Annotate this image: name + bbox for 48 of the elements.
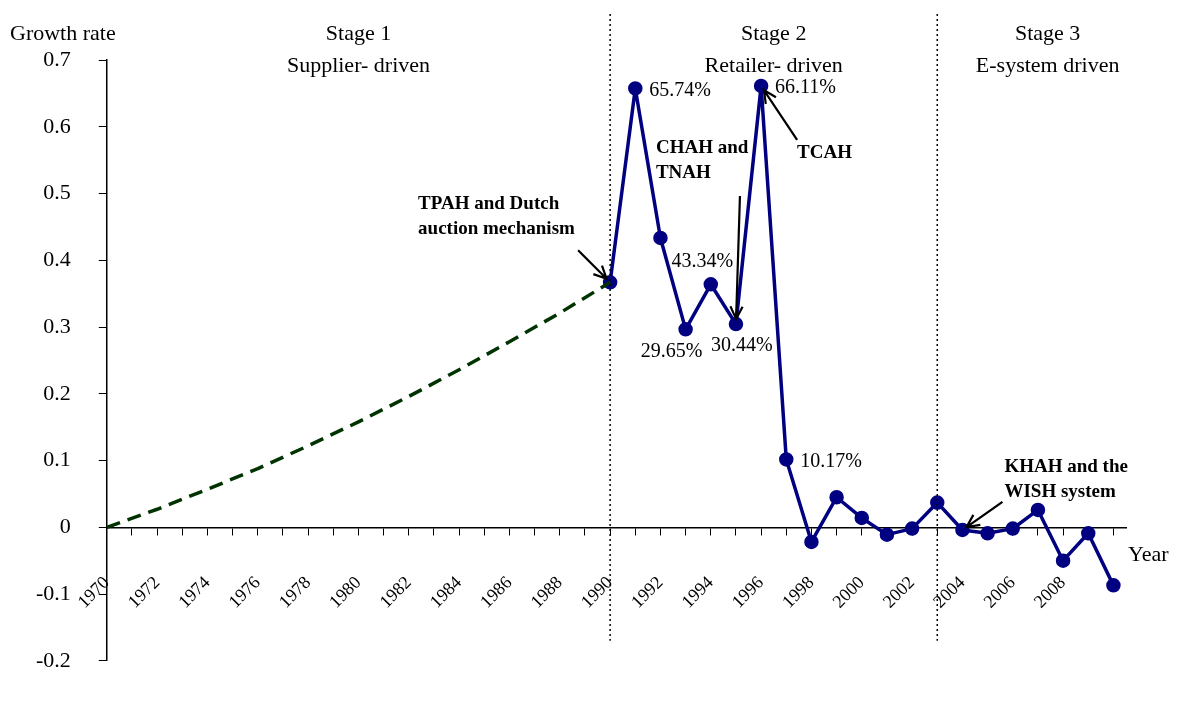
y-tick-label: -0.2 xyxy=(36,646,71,672)
point xyxy=(879,527,895,542)
point xyxy=(854,510,870,526)
y-tick-label: 0.1 xyxy=(43,446,71,472)
text: Stage 3 xyxy=(1014,20,1081,45)
y-axis-title: Growth rate xyxy=(10,20,116,45)
point xyxy=(904,521,920,536)
text: Stage 1 xyxy=(325,20,392,45)
data-label: 65.74% xyxy=(649,77,711,100)
point xyxy=(678,322,693,337)
point xyxy=(930,495,945,510)
point xyxy=(1081,526,1096,541)
annotation: CHAH and TNAH xyxy=(655,136,749,183)
annotation: Supplier- driven xyxy=(286,52,431,77)
y-tick-label: 0.3 xyxy=(43,312,71,338)
point xyxy=(653,230,668,246)
annotation: TCAH xyxy=(797,141,853,163)
data-label: 29.65% xyxy=(640,338,703,361)
y-tick-label: 0.4 xyxy=(43,246,71,272)
y-tick-label: 0.2 xyxy=(43,379,71,405)
data-label: 10.17% xyxy=(800,448,862,471)
point xyxy=(628,81,643,96)
x-axis-title: Year xyxy=(1128,541,1170,567)
point xyxy=(703,277,719,292)
y-tick-label: 0.7 xyxy=(43,45,71,71)
point xyxy=(1106,578,1121,593)
y-tick-label: 0.5 xyxy=(43,179,71,205)
data-label: 66.11% xyxy=(775,75,837,98)
point xyxy=(753,78,769,94)
point xyxy=(829,490,844,505)
point xyxy=(1055,553,1071,568)
y-tick-label: 0 xyxy=(59,513,71,539)
data-label: 30.44% xyxy=(711,333,773,356)
annotation: KHAH and the WISH system xyxy=(1004,455,1128,502)
point xyxy=(980,526,995,541)
text: Stage 2 xyxy=(741,20,807,45)
annotation: E-system driven xyxy=(975,52,1120,77)
point xyxy=(804,534,819,550)
point xyxy=(1005,521,1021,536)
y-tick-label: 0.6 xyxy=(43,112,71,138)
annotation: TPAH and Dutch auction mechanism xyxy=(418,191,576,238)
point xyxy=(955,522,970,538)
y-tick-label: -0.1 xyxy=(36,579,71,605)
point xyxy=(1030,502,1046,518)
data-label: 43.34% xyxy=(671,249,734,272)
point xyxy=(779,452,794,467)
annotation: Retailer- driven xyxy=(704,52,843,77)
point xyxy=(728,316,744,332)
